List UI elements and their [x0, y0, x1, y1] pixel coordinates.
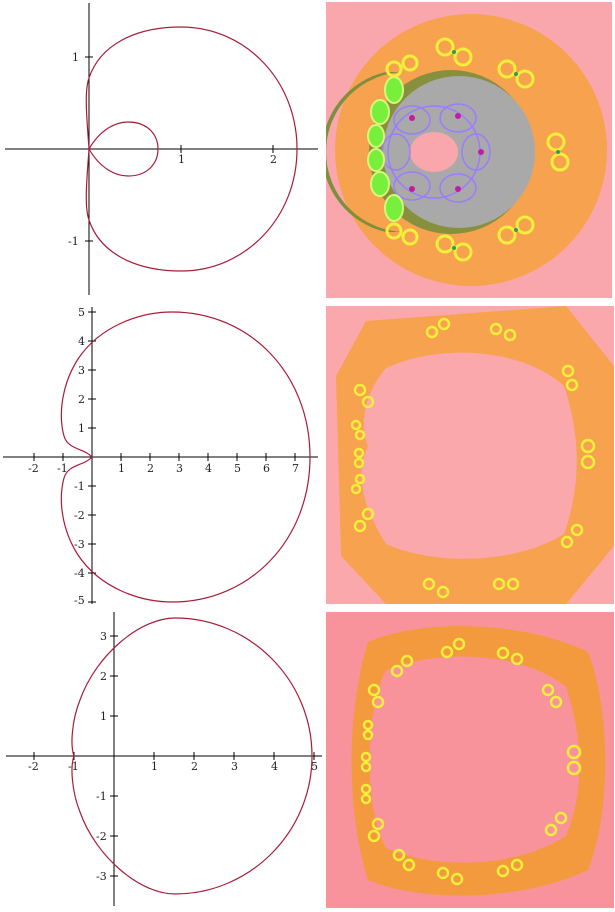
y-tick-label: -2	[74, 509, 85, 522]
x-tick-label: -1	[68, 760, 79, 773]
y-tick-label: 1	[72, 51, 79, 64]
x-tick-label: 3	[231, 760, 238, 773]
x-tick-label: 2	[191, 760, 198, 773]
x-tick-label: 6	[263, 462, 270, 475]
y-tick-label: 3	[100, 630, 107, 643]
x-tick-label: -1	[57, 462, 68, 475]
x-tick-label: 2	[270, 153, 277, 166]
x-tick-label: 7	[292, 462, 299, 475]
fractal-image-2	[326, 306, 614, 604]
limacon-convex-curve	[71, 617, 313, 895]
polar-plot-3: -2 -1 1 2 3 4 5 3 2 1 -1 -2 -3	[0, 610, 322, 912]
y-tick-label: 1	[78, 422, 85, 435]
y-tick-label: -1	[96, 790, 107, 803]
y-tick-label: 3	[78, 364, 85, 377]
polar-plot-1: 1 2 1 -1	[0, 0, 320, 300]
limacon-inner-curve	[88, 121, 159, 177]
y-tick-label: -3	[74, 538, 85, 551]
x-tick-label: 1	[151, 760, 158, 773]
y-tick-label: -3	[96, 870, 107, 883]
x-tick-label: -2	[28, 462, 39, 475]
y-tick-label: -1	[68, 235, 79, 248]
x-tick-label: 1	[118, 462, 125, 475]
y-tick-label: -2	[96, 830, 107, 843]
x-tick-label: 5	[311, 760, 318, 773]
y-tick-label: 2	[100, 670, 107, 683]
y-tick-label: -1	[74, 480, 85, 493]
x-tick-label: 5	[234, 462, 241, 475]
y-tick-label: 1	[100, 710, 107, 723]
x-tick-label: 4	[271, 760, 278, 773]
x-tick-label: -2	[28, 760, 39, 773]
cardioid-curve	[60, 311, 311, 603]
x-tick-label: 3	[176, 462, 183, 475]
y-tick-label: -5	[74, 594, 85, 606]
fractal-image-3	[326, 612, 614, 908]
x-tick-label: 4	[205, 462, 212, 475]
y-tick-label: 2	[78, 393, 85, 406]
y-tick-label: 5	[78, 306, 85, 319]
x-tick-label: 2	[147, 462, 154, 475]
polar-plot-2: -2 -1 1 2 3 4 5 6 7 5 4 3 2 1 -1 -2 -3 -…	[0, 304, 320, 606]
limacon-outer-curve	[85, 26, 298, 272]
fractal-image-1	[326, 2, 612, 298]
x-tick-label: 1	[178, 153, 185, 166]
y-tick-label: -4	[74, 567, 85, 580]
y-tick-label: 4	[78, 335, 85, 348]
